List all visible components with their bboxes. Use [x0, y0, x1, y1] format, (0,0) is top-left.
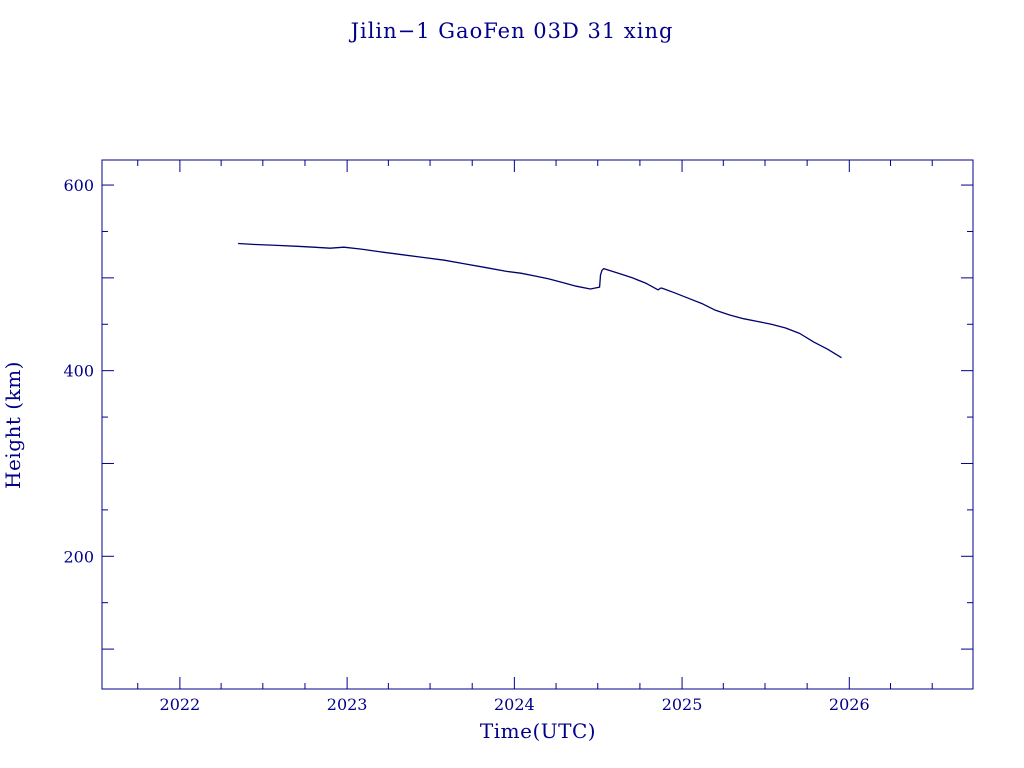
x-tick-labels: 2022 2023 2024 2025 2026 [160, 695, 870, 714]
x-axis-title: Time(UTC) [480, 719, 596, 743]
plot-frame [101, 159, 974, 690]
axis-ticks [102, 160, 973, 689]
y-tick-labels: 200 400 600 [63, 176, 94, 566]
y-tick-label: 400 [63, 362, 94, 381]
chart-title: Jilin−1 GaoFen 03D 31 xing [349, 19, 674, 43]
x-tick-label: 2025 [662, 695, 703, 714]
x-tick-label: 2024 [494, 695, 535, 714]
x-tick-label: 2022 [160, 695, 201, 714]
x-tick-label: 2026 [829, 695, 870, 714]
x-tick-label: 2023 [327, 695, 368, 714]
y-axis-title: Height (km) [1, 361, 25, 489]
y-tick-label: 200 [63, 547, 94, 566]
height-series-line [238, 242, 842, 359]
y-tick-label: 600 [63, 176, 94, 195]
